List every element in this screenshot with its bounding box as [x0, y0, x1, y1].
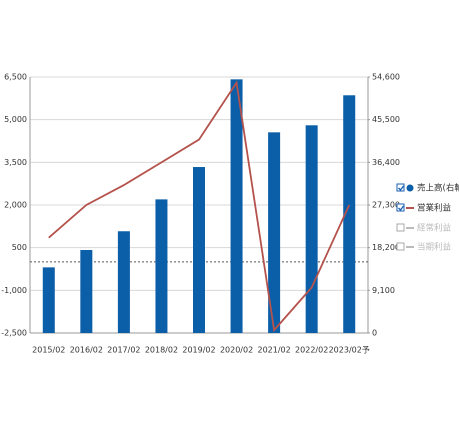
- x-tick-label: 2017/02: [107, 346, 140, 355]
- legend-checkbox[interactable]: [396, 223, 405, 232]
- x-tick-label: 2018/02: [145, 346, 178, 355]
- legend-checkbox[interactable]: [396, 183, 405, 192]
- legend-label: 営業利益: [417, 203, 452, 214]
- x-tick-label: 2021/02: [257, 346, 290, 355]
- bar: [268, 132, 281, 333]
- y-tick-label: -1,000: [1, 286, 27, 295]
- legend-marker: [406, 184, 414, 192]
- line: [48, 80, 351, 333]
- y2-tick-label: 18,200: [372, 243, 400, 252]
- bar: [305, 125, 318, 334]
- x-tick-label: 2020/02: [220, 346, 253, 355]
- x-tick-label: 2023/02予: [329, 346, 370, 355]
- y-tick-label: 500: [12, 243, 27, 252]
- bar: [42, 267, 55, 333]
- x-tick-label: 2019/02: [182, 346, 215, 355]
- bar: [230, 79, 243, 333]
- y2-tick-label: 0: [372, 329, 377, 338]
- legend-checkbox[interactable]: [396, 242, 405, 251]
- x-tick-label: 2016/02: [70, 346, 103, 355]
- y2-tick-label: 36,400: [372, 158, 400, 167]
- y2-tick-label: 45,500: [372, 115, 400, 124]
- x-tick-label: 2015/02: [32, 346, 65, 355]
- bar: [155, 199, 168, 333]
- y-tick-label: 6,500: [4, 73, 27, 82]
- y2-tick-label: 9,100: [372, 286, 395, 295]
- y-tick-label: 3,500: [4, 158, 27, 167]
- y-tick-label: -2,500: [1, 329, 27, 338]
- x-tick-label: 2022/02: [295, 346, 328, 355]
- legend-label: 当期利益: [417, 242, 452, 253]
- legend-checkbox[interactable]: [396, 203, 405, 212]
- bar: [117, 231, 130, 333]
- legend-check: [398, 205, 405, 211]
- bar: [80, 250, 93, 333]
- legend-label: 経常利益: [417, 223, 452, 234]
- y2-tick-label: 54,600: [372, 73, 400, 82]
- legend-label: 売上高(右軸): [417, 183, 459, 194]
- bar: [343, 95, 356, 334]
- y-tick-label: 2,000: [4, 201, 27, 210]
- legend-check: [398, 185, 405, 191]
- bar: [193, 167, 205, 333]
- y-tick-label: 5,000: [4, 115, 27, 124]
- y2-tick-label: 27,300: [372, 201, 400, 210]
